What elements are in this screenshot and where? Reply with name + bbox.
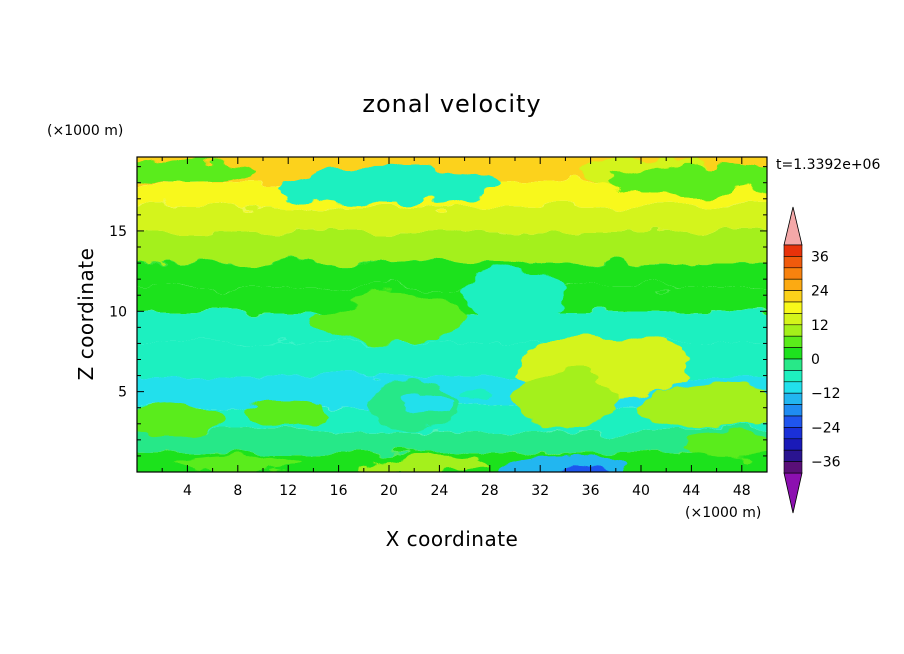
velocity-field — [137, 157, 767, 472]
colorbar-swatch — [783, 438, 803, 451]
colorbar-tick-label: 24 — [811, 284, 829, 300]
colorbar-swatch — [783, 278, 803, 291]
x-tick-label: 4 — [183, 483, 192, 499]
y-axis: 5 10 15 — [109, 166, 767, 457]
field-anomaly — [137, 406, 226, 436]
field-anomaly — [363, 455, 490, 472]
colorbar-tick-label: 36 — [811, 249, 829, 265]
x-tick-label: 36 — [582, 483, 600, 499]
colorbar-swatch — [783, 449, 803, 462]
x-tick-label: 48 — [733, 483, 751, 499]
x-tick-label: 12 — [279, 483, 297, 499]
colorbar-tick-label: −36 — [811, 455, 841, 471]
colorbar-swatch — [783, 335, 803, 348]
plot-area — [137, 157, 767, 472]
x-axis-label: X coordinate — [386, 527, 519, 551]
field-band — [137, 263, 767, 288]
x-tick-label: 40 — [632, 483, 650, 499]
field-anomaly — [515, 370, 616, 429]
colorbar-under-arrow — [783, 472, 803, 514]
x-tick-label: 24 — [430, 483, 448, 499]
field-band — [137, 343, 767, 376]
colorbar-swatch — [783, 313, 803, 326]
field-anomaly — [313, 295, 465, 344]
colorbar-over-arrow — [783, 206, 803, 246]
field-band — [137, 230, 767, 264]
y-axis-label: Z coordinate — [74, 248, 98, 381]
y-tick-label: 5 — [118, 385, 127, 401]
y-tick-label: 15 — [109, 224, 127, 240]
colorbar-swatch — [783, 267, 803, 280]
field-band — [137, 431, 767, 453]
colorbar-swatch — [783, 461, 803, 474]
colorbar-swatch — [783, 404, 803, 417]
colorbar-swatch — [783, 301, 803, 314]
colorbar-tick-label: 12 — [811, 318, 829, 334]
field-anomaly — [603, 163, 767, 196]
time-label: t=1.3392e+06 — [776, 157, 880, 173]
colorbar-swatch — [783, 358, 803, 371]
colorbar-tick-label: −24 — [811, 420, 841, 436]
field-anomaly — [174, 455, 301, 472]
plot-frame — [136, 156, 768, 473]
colorbar-swatch — [783, 415, 803, 428]
chart-title: zonal velocity — [362, 90, 541, 118]
x-tick-label: 32 — [531, 483, 549, 499]
colorbar-tick-label: 0 — [811, 352, 820, 368]
field-anomaly — [399, 393, 455, 416]
colorbar-swatch — [783, 256, 803, 269]
colorbar-swatch — [783, 381, 803, 394]
field-anomaly — [460, 387, 494, 399]
x-axis: 4 8 12 16 20 24 28 32 36 40 44 48 — [161, 157, 768, 499]
y-unit-label: (×1000 m) — [47, 123, 123, 139]
x-unit-label: (×1000 m) — [685, 505, 761, 521]
x-tick-label: 16 — [330, 483, 348, 499]
field-anomaly — [137, 160, 263, 183]
colorbar: 36 24 12 0 −12 −24 −36 — [783, 206, 841, 514]
colorbar-swatch — [783, 290, 803, 303]
colorbar-swatch — [783, 347, 803, 360]
colorbar-swatch — [783, 324, 803, 337]
colorbar-swatch — [783, 370, 803, 383]
x-tick-label: 8 — [233, 483, 242, 499]
field-anomaly — [250, 399, 326, 429]
field-anomaly — [641, 385, 767, 431]
colorbar-swatch — [783, 244, 803, 257]
colorbar-tick-label: −12 — [811, 386, 841, 402]
colorbar-swatch — [783, 427, 803, 440]
field-anomaly — [678, 436, 767, 456]
y-tick-label: 10 — [109, 304, 127, 320]
field-anomaly — [464, 269, 566, 321]
x-tick-label: 28 — [481, 483, 499, 499]
field-anomaly — [275, 168, 503, 204]
field-band — [137, 206, 767, 231]
colorbar-swatch — [783, 392, 803, 405]
x-tick-label: 20 — [380, 483, 398, 499]
x-tick-label: 44 — [682, 483, 700, 499]
